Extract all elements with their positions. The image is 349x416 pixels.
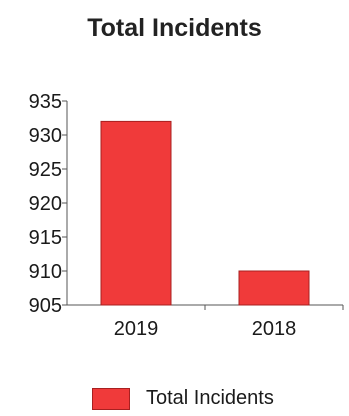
legend-swatch — [92, 387, 130, 410]
y-tick-label: 930 — [29, 125, 62, 147]
y-tick-label: 910 — [29, 261, 62, 283]
y-tick-label: 925 — [29, 159, 62, 181]
x-category-label: 2018 — [252, 318, 297, 340]
y-tick-label: 915 — [29, 227, 62, 249]
bar-2019 — [100, 120, 172, 306]
y-tick-label: 920 — [29, 193, 62, 215]
legend-label: Total Incidents — [146, 387, 274, 409]
bars — [100, 120, 310, 306]
bar-2018 — [238, 270, 310, 306]
y-tick-label: 935 — [29, 91, 62, 113]
bar-chart: 935 930 925 920 915 910 905 2019 2018 — [29, 91, 344, 340]
chart-title: Total Incidents — [87, 14, 262, 42]
y-tick-label: 905 — [29, 295, 62, 317]
legend: Total Incidents — [92, 387, 274, 410]
x-axis-categories: 2019 2018 — [114, 305, 344, 340]
x-category-label: 2019 — [114, 318, 159, 340]
y-axis-ticks: 935 930 925 920 915 910 905 — [29, 91, 67, 317]
